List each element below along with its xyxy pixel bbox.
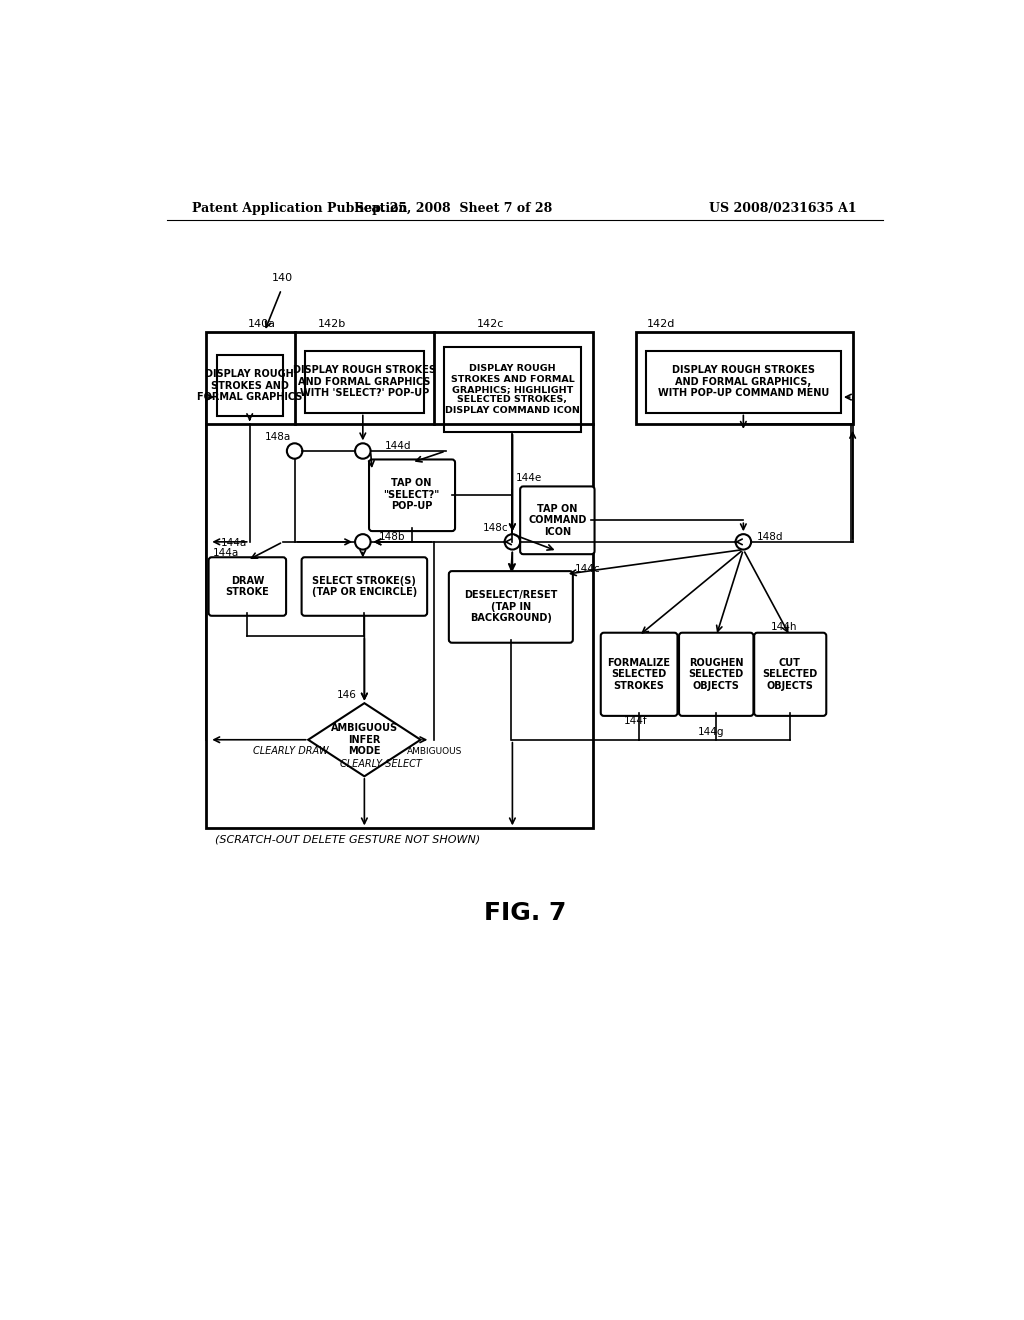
Text: CUT
SELECTED
OBJECTS: CUT SELECTED OBJECTS — [762, 657, 817, 690]
Text: 140a: 140a — [248, 319, 276, 329]
Text: FIG. 7: FIG. 7 — [483, 902, 566, 925]
Text: CLEARLY DRAW: CLEARLY DRAW — [253, 746, 329, 756]
Text: 142b: 142b — [317, 319, 346, 329]
Text: AMBIGUOUS: AMBIGUOUS — [407, 747, 463, 756]
FancyBboxPatch shape — [601, 632, 678, 715]
Text: 148d: 148d — [758, 532, 783, 543]
FancyBboxPatch shape — [449, 572, 572, 643]
Text: SELECT STROKE(S)
(TAP OR ENCIRCLE): SELECT STROKE(S) (TAP OR ENCIRCLE) — [311, 576, 417, 598]
Polygon shape — [308, 704, 421, 776]
Text: AMBIGUOUS
INFER
MODE: AMBIGUOUS INFER MODE — [331, 723, 398, 756]
Text: DISPLAY ROUGH STROKES
AND FORMAL GRAPHICS,
WITH POP-UP COMMAND MENU: DISPLAY ROUGH STROKES AND FORMAL GRAPHIC… — [657, 366, 829, 399]
Text: DISPLAY ROUGH
STROKES AND
FORMAL GRAPHICS: DISPLAY ROUGH STROKES AND FORMAL GRAPHIC… — [197, 370, 302, 403]
Bar — [305, 351, 424, 412]
Text: DISPLAY ROUGH
STROKES AND FORMAL
GRAPHICS; HIGHLIGHT
SELECTED STROKES,
DISPLAY C: DISPLAY ROUGH STROKES AND FORMAL GRAPHIC… — [445, 364, 580, 414]
Text: TAP ON
"SELECT?"
POP-UP: TAP ON "SELECT?" POP-UP — [384, 478, 439, 511]
FancyBboxPatch shape — [369, 459, 455, 531]
Bar — [646, 351, 841, 412]
Text: 146: 146 — [337, 690, 357, 700]
Text: (SCRATCH-OUT DELETE GESTURE NOT SHOWN): (SCRATCH-OUT DELETE GESTURE NOT SHOWN) — [215, 834, 480, 845]
Bar — [636, 331, 853, 424]
Text: 144g: 144g — [697, 727, 724, 737]
Text: 144c: 144c — [574, 564, 600, 574]
Circle shape — [287, 444, 302, 459]
Text: DESELECT/RESET
(TAP IN
BACKGROUND): DESELECT/RESET (TAP IN BACKGROUND) — [464, 590, 557, 623]
FancyBboxPatch shape — [679, 632, 754, 715]
Bar — [217, 355, 283, 416]
Text: 140: 140 — [272, 273, 293, 282]
Text: Patent Application Publication: Patent Application Publication — [191, 202, 408, 215]
Text: Sep. 25, 2008  Sheet 7 of 28: Sep. 25, 2008 Sheet 7 of 28 — [355, 202, 552, 215]
Text: 142d: 142d — [647, 319, 676, 329]
Text: TAP ON
COMMAND
ICON: TAP ON COMMAND ICON — [528, 504, 587, 537]
FancyBboxPatch shape — [755, 632, 826, 715]
Circle shape — [735, 535, 751, 549]
FancyBboxPatch shape — [302, 557, 427, 615]
Text: 144d: 144d — [385, 441, 411, 451]
Bar — [206, 331, 593, 829]
Text: 148b: 148b — [378, 532, 404, 543]
Text: ROUGHEN
SELECTED
OBJECTS: ROUGHEN SELECTED OBJECTS — [688, 657, 743, 690]
Circle shape — [505, 535, 520, 549]
Circle shape — [355, 535, 371, 549]
Text: US 2008/0231635 A1: US 2008/0231635 A1 — [709, 202, 856, 215]
Text: 148c: 148c — [483, 523, 509, 533]
Text: 144f: 144f — [624, 715, 647, 726]
Text: 144e: 144e — [515, 473, 542, 483]
Text: CLEARLY SELECT: CLEARLY SELECT — [341, 759, 422, 770]
Bar — [444, 347, 582, 432]
Text: 144h: 144h — [771, 622, 798, 631]
FancyBboxPatch shape — [520, 487, 595, 554]
Text: 144a: 144a — [213, 548, 240, 557]
Text: DISPLAY ROUGH STROKES
AND FORMAL GRAPHICS
WITH 'SELECT?' POP-UP: DISPLAY ROUGH STROKES AND FORMAL GRAPHIC… — [293, 366, 436, 399]
Text: FORMALIZE
SELECTED
STROKES: FORMALIZE SELECTED STROKES — [607, 657, 671, 690]
Text: 148a: 148a — [264, 432, 291, 442]
FancyBboxPatch shape — [209, 557, 286, 615]
Circle shape — [355, 444, 371, 459]
Text: DRAW
STROKE: DRAW STROKE — [225, 576, 269, 598]
Text: 142c: 142c — [477, 319, 504, 329]
Text: 144a: 144a — [221, 537, 248, 548]
